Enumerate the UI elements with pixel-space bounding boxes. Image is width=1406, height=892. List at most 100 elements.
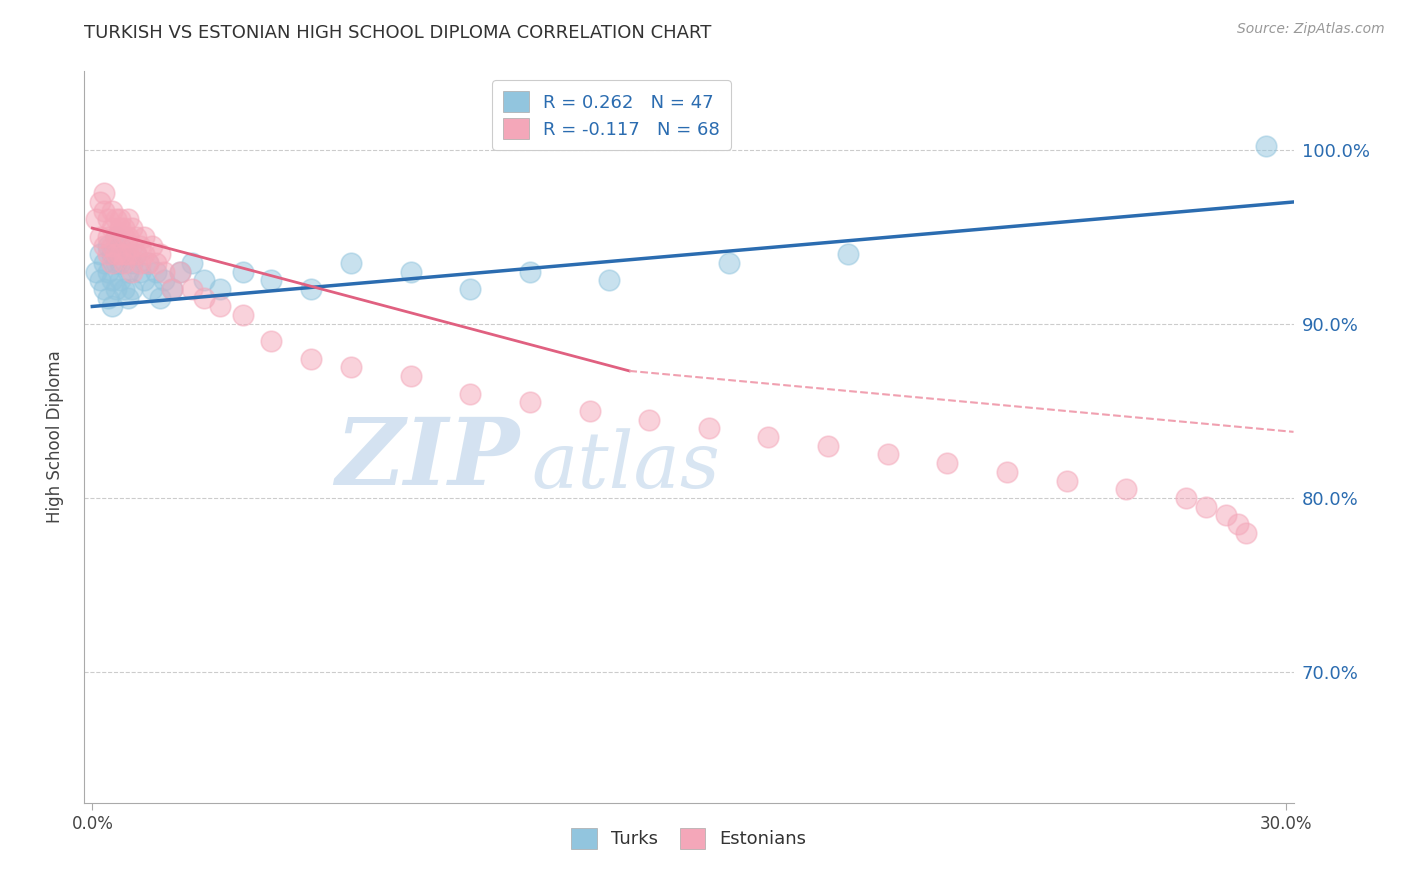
Point — [97, 247, 120, 261]
Point — [1226, 517, 1249, 532]
Point — [89, 194, 111, 209]
Point — [817, 439, 839, 453]
Point — [208, 300, 231, 314]
Point — [519, 395, 541, 409]
Point — [180, 256, 202, 270]
Point — [117, 291, 139, 305]
Point — [193, 291, 215, 305]
Point — [105, 247, 128, 261]
Point — [121, 265, 143, 279]
Point — [837, 247, 859, 261]
Point — [149, 247, 172, 261]
Point — [93, 203, 115, 218]
Point — [132, 273, 155, 287]
Point — [93, 186, 115, 201]
Point — [193, 273, 215, 287]
Point — [132, 247, 155, 261]
Point — [153, 265, 176, 279]
Point — [125, 247, 148, 261]
Point — [129, 238, 152, 252]
Point — [108, 273, 131, 287]
Point — [1115, 483, 1137, 497]
Point — [125, 247, 148, 261]
Point — [117, 229, 139, 244]
Point — [180, 282, 202, 296]
Text: ZIP: ZIP — [336, 414, 520, 504]
Point — [84, 212, 107, 227]
Point — [340, 256, 363, 270]
Point — [112, 256, 135, 270]
Point — [232, 265, 254, 279]
Point — [1234, 525, 1257, 540]
Point — [108, 221, 131, 235]
Point — [101, 247, 124, 261]
Point — [141, 282, 163, 296]
Point — [121, 282, 143, 296]
Point — [101, 221, 124, 235]
Point — [108, 256, 131, 270]
Text: TURKISH VS ESTONIAN HIGH SCHOOL DIPLOMA CORRELATION CHART: TURKISH VS ESTONIAN HIGH SCHOOL DIPLOMA … — [84, 24, 711, 42]
Point — [1215, 508, 1237, 523]
Point — [995, 465, 1018, 479]
Point — [93, 282, 115, 296]
Point — [101, 300, 124, 314]
Point — [145, 265, 167, 279]
Point — [117, 247, 139, 261]
Point — [89, 273, 111, 287]
Point — [145, 256, 167, 270]
Y-axis label: High School Diploma: High School Diploma — [45, 351, 63, 524]
Point — [232, 308, 254, 322]
Point — [169, 265, 191, 279]
Point — [153, 273, 176, 287]
Point — [1254, 139, 1277, 153]
Point — [97, 212, 120, 227]
Point — [1195, 500, 1218, 514]
Point — [129, 265, 152, 279]
Point — [108, 212, 131, 227]
Point — [121, 238, 143, 252]
Point — [101, 273, 124, 287]
Point — [105, 256, 128, 270]
Point — [97, 291, 120, 305]
Point — [132, 229, 155, 244]
Point — [101, 238, 124, 252]
Point — [121, 256, 143, 270]
Point — [340, 360, 363, 375]
Point — [638, 412, 661, 426]
Text: Source: ZipAtlas.com: Source: ZipAtlas.com — [1237, 22, 1385, 37]
Point — [1056, 474, 1078, 488]
Point — [112, 229, 135, 244]
Point — [149, 291, 172, 305]
Point — [399, 369, 422, 384]
Point — [97, 238, 120, 252]
Point — [260, 273, 283, 287]
Point — [129, 256, 152, 270]
Point — [112, 221, 135, 235]
Point — [399, 265, 422, 279]
Point — [697, 421, 720, 435]
Point — [160, 282, 183, 296]
Point — [112, 247, 135, 261]
Point — [105, 282, 128, 296]
Point — [936, 456, 959, 470]
Point — [93, 238, 115, 252]
Point — [136, 256, 159, 270]
Point — [1175, 491, 1198, 505]
Point — [97, 229, 120, 244]
Point — [93, 256, 115, 270]
Point — [299, 351, 322, 366]
Point — [105, 229, 128, 244]
Point — [89, 247, 111, 261]
Point — [108, 238, 131, 252]
Point — [169, 265, 191, 279]
Point — [758, 430, 780, 444]
Point — [458, 386, 481, 401]
Point — [84, 265, 107, 279]
Point — [105, 212, 128, 227]
Point — [141, 238, 163, 252]
Point — [125, 229, 148, 244]
Point — [97, 265, 120, 279]
Point — [105, 229, 128, 244]
Point — [876, 448, 898, 462]
Point — [117, 265, 139, 279]
